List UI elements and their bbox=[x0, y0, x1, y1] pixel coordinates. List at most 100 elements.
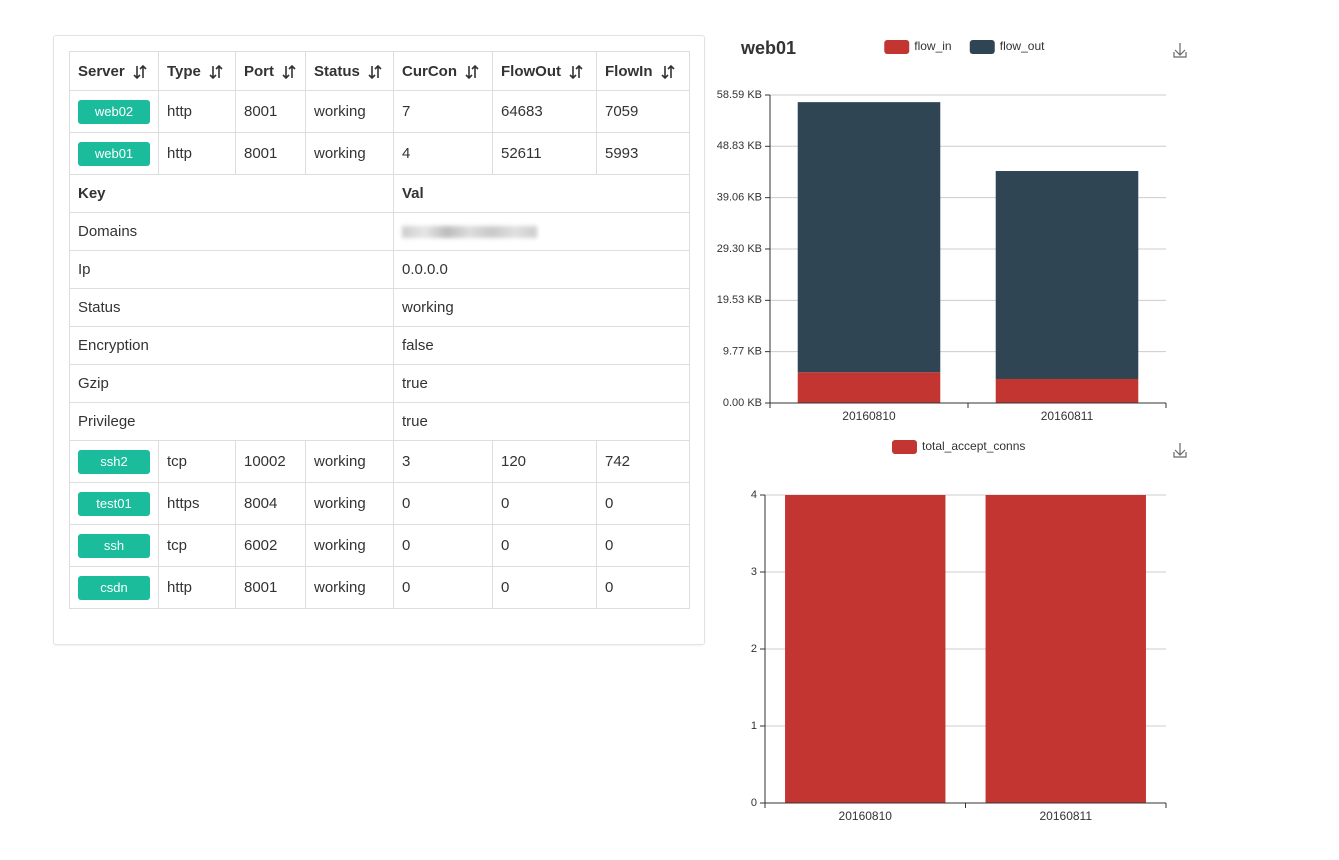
cell-text: 4 bbox=[402, 145, 411, 162]
legend-swatch bbox=[969, 40, 995, 54]
y-tick-label: 2 bbox=[751, 643, 757, 655]
cell-text: http bbox=[167, 145, 193, 162]
sort-icon[interactable] bbox=[569, 64, 583, 79]
y-tick-label: 0.00 KB bbox=[723, 397, 762, 409]
sort-icon[interactable] bbox=[282, 64, 296, 79]
cell: http bbox=[158, 566, 236, 609]
cell-text: http bbox=[167, 103, 193, 120]
cell: http bbox=[158, 132, 236, 175]
sort-icon[interactable] bbox=[209, 64, 223, 79]
detail-value-text: true bbox=[402, 375, 428, 392]
y-tick-label: 4 bbox=[751, 489, 757, 501]
sort-icon[interactable] bbox=[368, 64, 382, 79]
sort-icon[interactable] bbox=[133, 64, 147, 79]
cell: 6002 bbox=[235, 524, 306, 567]
server-badge[interactable]: test01 bbox=[78, 491, 150, 516]
cell-text: 8001 bbox=[244, 145, 278, 162]
cell: 0 bbox=[492, 524, 597, 567]
detail-value: working bbox=[393, 288, 690, 327]
cell: csdn bbox=[69, 566, 159, 609]
server-row: csdn http 8001 working 0 0 0 bbox=[69, 566, 690, 609]
chart-title: web01 bbox=[740, 38, 796, 58]
column-header-text: FlowIn bbox=[605, 62, 653, 80]
x-tick-label: 20160810 bbox=[842, 409, 896, 423]
cell: 5993 bbox=[596, 132, 690, 175]
sort-icon[interactable] bbox=[660, 64, 675, 79]
detail-value: true bbox=[393, 402, 690, 441]
detail-value: 0.0.0.0 bbox=[393, 250, 690, 289]
cell-text: working bbox=[314, 103, 366, 120]
server-badge[interactable]: csdn bbox=[78, 575, 150, 600]
column-header: Server bbox=[69, 51, 159, 91]
server-badge[interactable]: web02 bbox=[78, 99, 150, 124]
bar bbox=[995, 171, 1139, 379]
cell: 10002 bbox=[235, 440, 306, 483]
cell-text: working bbox=[314, 453, 366, 470]
y-tick-label: 39.06 KB bbox=[717, 192, 762, 204]
bar bbox=[785, 495, 946, 803]
cell-text: working bbox=[314, 579, 366, 596]
cell: https bbox=[158, 482, 236, 525]
cell: 8001 bbox=[235, 90, 306, 133]
x-tick-label: 20160811 bbox=[1041, 409, 1094, 423]
detail-header: Val bbox=[393, 174, 690, 213]
cell: working bbox=[305, 566, 394, 609]
download-icon[interactable] bbox=[1173, 43, 1187, 58]
download-icon[interactable] bbox=[1173, 443, 1187, 458]
detail-row: Domains bbox=[69, 212, 690, 251]
detail-value: false bbox=[393, 326, 690, 365]
cell: test01 bbox=[69, 482, 159, 525]
column-header: Status bbox=[305, 51, 394, 91]
cell: 8001 bbox=[235, 132, 306, 175]
cell: 0 bbox=[393, 524, 493, 567]
cell-text: 0 bbox=[501, 537, 510, 554]
cell: web02 bbox=[69, 90, 159, 133]
detail-key: Ip bbox=[69, 250, 394, 289]
cell-text: 0 bbox=[501, 579, 510, 596]
cell-text: 0 bbox=[605, 579, 614, 596]
column-header: FlowOut bbox=[492, 51, 597, 91]
server-badge[interactable]: web01 bbox=[78, 141, 150, 166]
y-tick-label: 19.53 KB bbox=[717, 294, 762, 306]
legend-swatch bbox=[884, 40, 910, 54]
column-header-text: Type bbox=[167, 62, 201, 80]
detail-value-text: 0.0.0.0 bbox=[402, 261, 448, 278]
cell: 0 bbox=[492, 566, 597, 609]
cell-text: 10002 bbox=[244, 453, 286, 470]
sort-icon[interactable] bbox=[465, 64, 479, 79]
column-header-text: CurCon bbox=[402, 62, 457, 80]
cell-text: http bbox=[167, 579, 193, 596]
server-badge[interactable]: ssh bbox=[78, 533, 150, 558]
cell-text: 7059 bbox=[605, 103, 639, 120]
server-row: ssh2 tcp 10002 working 3 120 742 bbox=[69, 440, 690, 483]
cell-text: 3 bbox=[402, 453, 411, 470]
cell: 0 bbox=[596, 566, 690, 609]
server-row: ssh tcp 6002 working 0 0 0 bbox=[69, 524, 690, 567]
cell: 52611 bbox=[492, 132, 597, 175]
cell-text: 6002 bbox=[244, 537, 278, 554]
cell: 7 bbox=[393, 90, 493, 133]
cell: http bbox=[158, 90, 236, 133]
x-tick-label: 20160811 bbox=[1040, 809, 1093, 823]
table-body: web02 http 8001 working 7 64683 7059 web01 http 8… bbox=[69, 90, 690, 609]
cell-text: 0 bbox=[402, 537, 411, 554]
column-header: FlowIn bbox=[596, 51, 690, 91]
cell-text: 52611 bbox=[501, 145, 542, 162]
cell: ssh2 bbox=[69, 440, 159, 483]
detail-header-row: Key Val bbox=[69, 174, 690, 213]
y-tick-label: 3 bbox=[751, 566, 757, 578]
column-header-text: Server bbox=[78, 62, 125, 80]
y-tick-label: 1 bbox=[751, 720, 757, 732]
bar bbox=[797, 102, 941, 373]
detail-key: Privilege bbox=[69, 402, 394, 441]
cell-text: 742 bbox=[605, 453, 631, 470]
server-badge[interactable]: ssh2 bbox=[78, 449, 150, 474]
cell-text: 8001 bbox=[244, 103, 278, 120]
detail-key: Domains bbox=[69, 212, 394, 251]
detail-row: Encryption false bbox=[69, 326, 690, 365]
cell: working bbox=[305, 482, 394, 525]
cell: ssh bbox=[69, 524, 159, 567]
cell: tcp bbox=[158, 440, 236, 483]
cell: 3 bbox=[393, 440, 493, 483]
